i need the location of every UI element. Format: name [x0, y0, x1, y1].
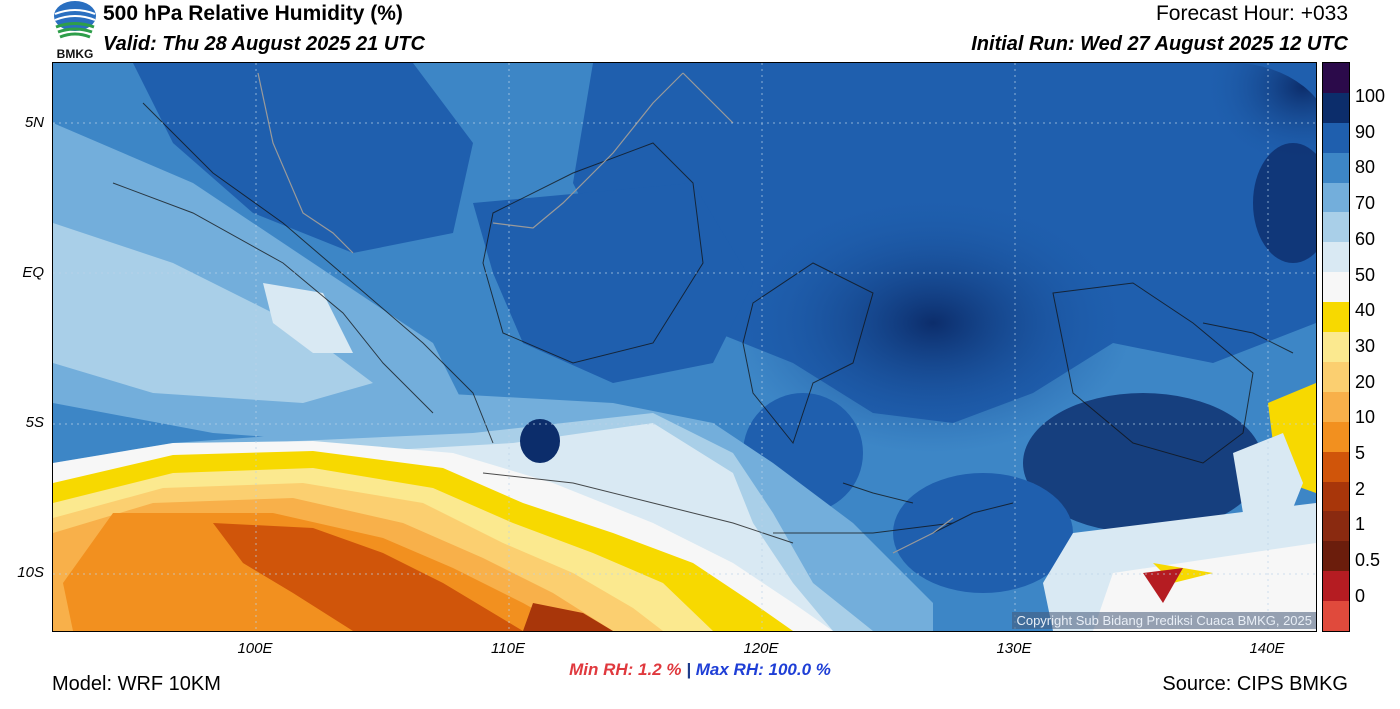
colorbar-label: 30: [1355, 335, 1376, 356]
colorbar-segment: [1323, 92, 1349, 124]
colorbar-segment: [1323, 451, 1349, 483]
colorbar-segment: [1323, 242, 1349, 273]
colorbar-label: 40: [1355, 300, 1376, 321]
humidity-map: [52, 62, 1317, 632]
colorbar-segment: [1323, 571, 1349, 602]
colorbar-segment: [1323, 302, 1349, 333]
min-rh-label: Min RH:: [569, 660, 634, 679]
colorbar-label: 5: [1355, 443, 1366, 463]
humidity-map-svg: [53, 63, 1316, 631]
initial-run: Initial Run: Wed 27 August 2025 12 UTC: [971, 33, 1348, 55]
colorbar-label: 80: [1355, 157, 1376, 178]
colorbar-label: 70: [1355, 193, 1376, 214]
model-name: Model: WRF 10KM: [52, 673, 221, 695]
colorbar-segment: [1323, 421, 1349, 453]
colorbar-segment: [1323, 63, 1349, 94]
colorbar-label: 20: [1355, 371, 1376, 392]
colorbar-label: 90: [1355, 121, 1376, 142]
colorbar-segment: [1323, 541, 1349, 572]
colorbar-segment: [1323, 601, 1349, 632]
lat-label-5s: 5S: [25, 414, 44, 431]
colorbar-segment: [1323, 511, 1349, 542]
colorbar-segment: [1323, 332, 1349, 363]
max-rh-value: 100.0 %: [768, 660, 831, 679]
chart-title: 500 hPa Relative Humidity (%): [103, 2, 403, 25]
colorbar-label: 60: [1355, 228, 1376, 249]
colorbar-label: 2: [1355, 478, 1366, 499]
forecast-hour: Forecast Hour: +033: [1155, 2, 1348, 25]
max-rh-label: Max RH:: [695, 660, 764, 679]
colorbar-segment: [1323, 122, 1349, 154]
bmkg-logo: BMKG: [52, 0, 98, 61]
colorbar-segment: [1323, 481, 1349, 512]
lon-label-120e: 120E: [743, 640, 779, 657]
lon-label-130e: 130E: [996, 640, 1032, 657]
colorbar-label: 1: [1355, 514, 1366, 535]
colorbar-segment: [1323, 182, 1349, 213]
lon-label-110e: 110E: [491, 640, 525, 657]
colorbar-label: 0: [1355, 585, 1366, 606]
colorbar-segment: [1323, 272, 1349, 303]
logo-text: BMKG: [57, 47, 94, 60]
colorbar-label: 0.5: [1355, 550, 1381, 571]
rh-separator: |: [686, 660, 692, 679]
rh-min-max: Min RH: 1.2 % | Max RH: 100.0 %: [0, 660, 1400, 680]
colorbar-label: 10: [1355, 407, 1376, 428]
colorbar-segment: [1323, 391, 1349, 423]
lat-label-10s: 10S: [17, 564, 44, 581]
colorbar-label: 50: [1355, 264, 1376, 285]
colorbar-label: 100: [1355, 86, 1386, 106]
lon-label-100e: 100E: [237, 640, 273, 657]
copyright-notice: Copyright Sub Bidang Prediksi Cuaca BMKG…: [1012, 612, 1316, 629]
colorbar-segment: [1323, 212, 1349, 243]
colorbar-segment: [1323, 152, 1349, 184]
valid-time: Valid: Thu 28 August 2025 21 UTC: [103, 33, 425, 55]
lat-label-5n: 5N: [24, 114, 44, 131]
lon-label-140e: 140E: [1249, 640, 1285, 657]
colorbar: [1322, 62, 1350, 632]
min-rh-value: 1.2 %: [638, 660, 682, 679]
lat-label-eq: EQ: [22, 264, 44, 281]
colorbar-segment: [1323, 361, 1349, 393]
data-source: Source: CIPS BMKG: [1162, 673, 1348, 695]
